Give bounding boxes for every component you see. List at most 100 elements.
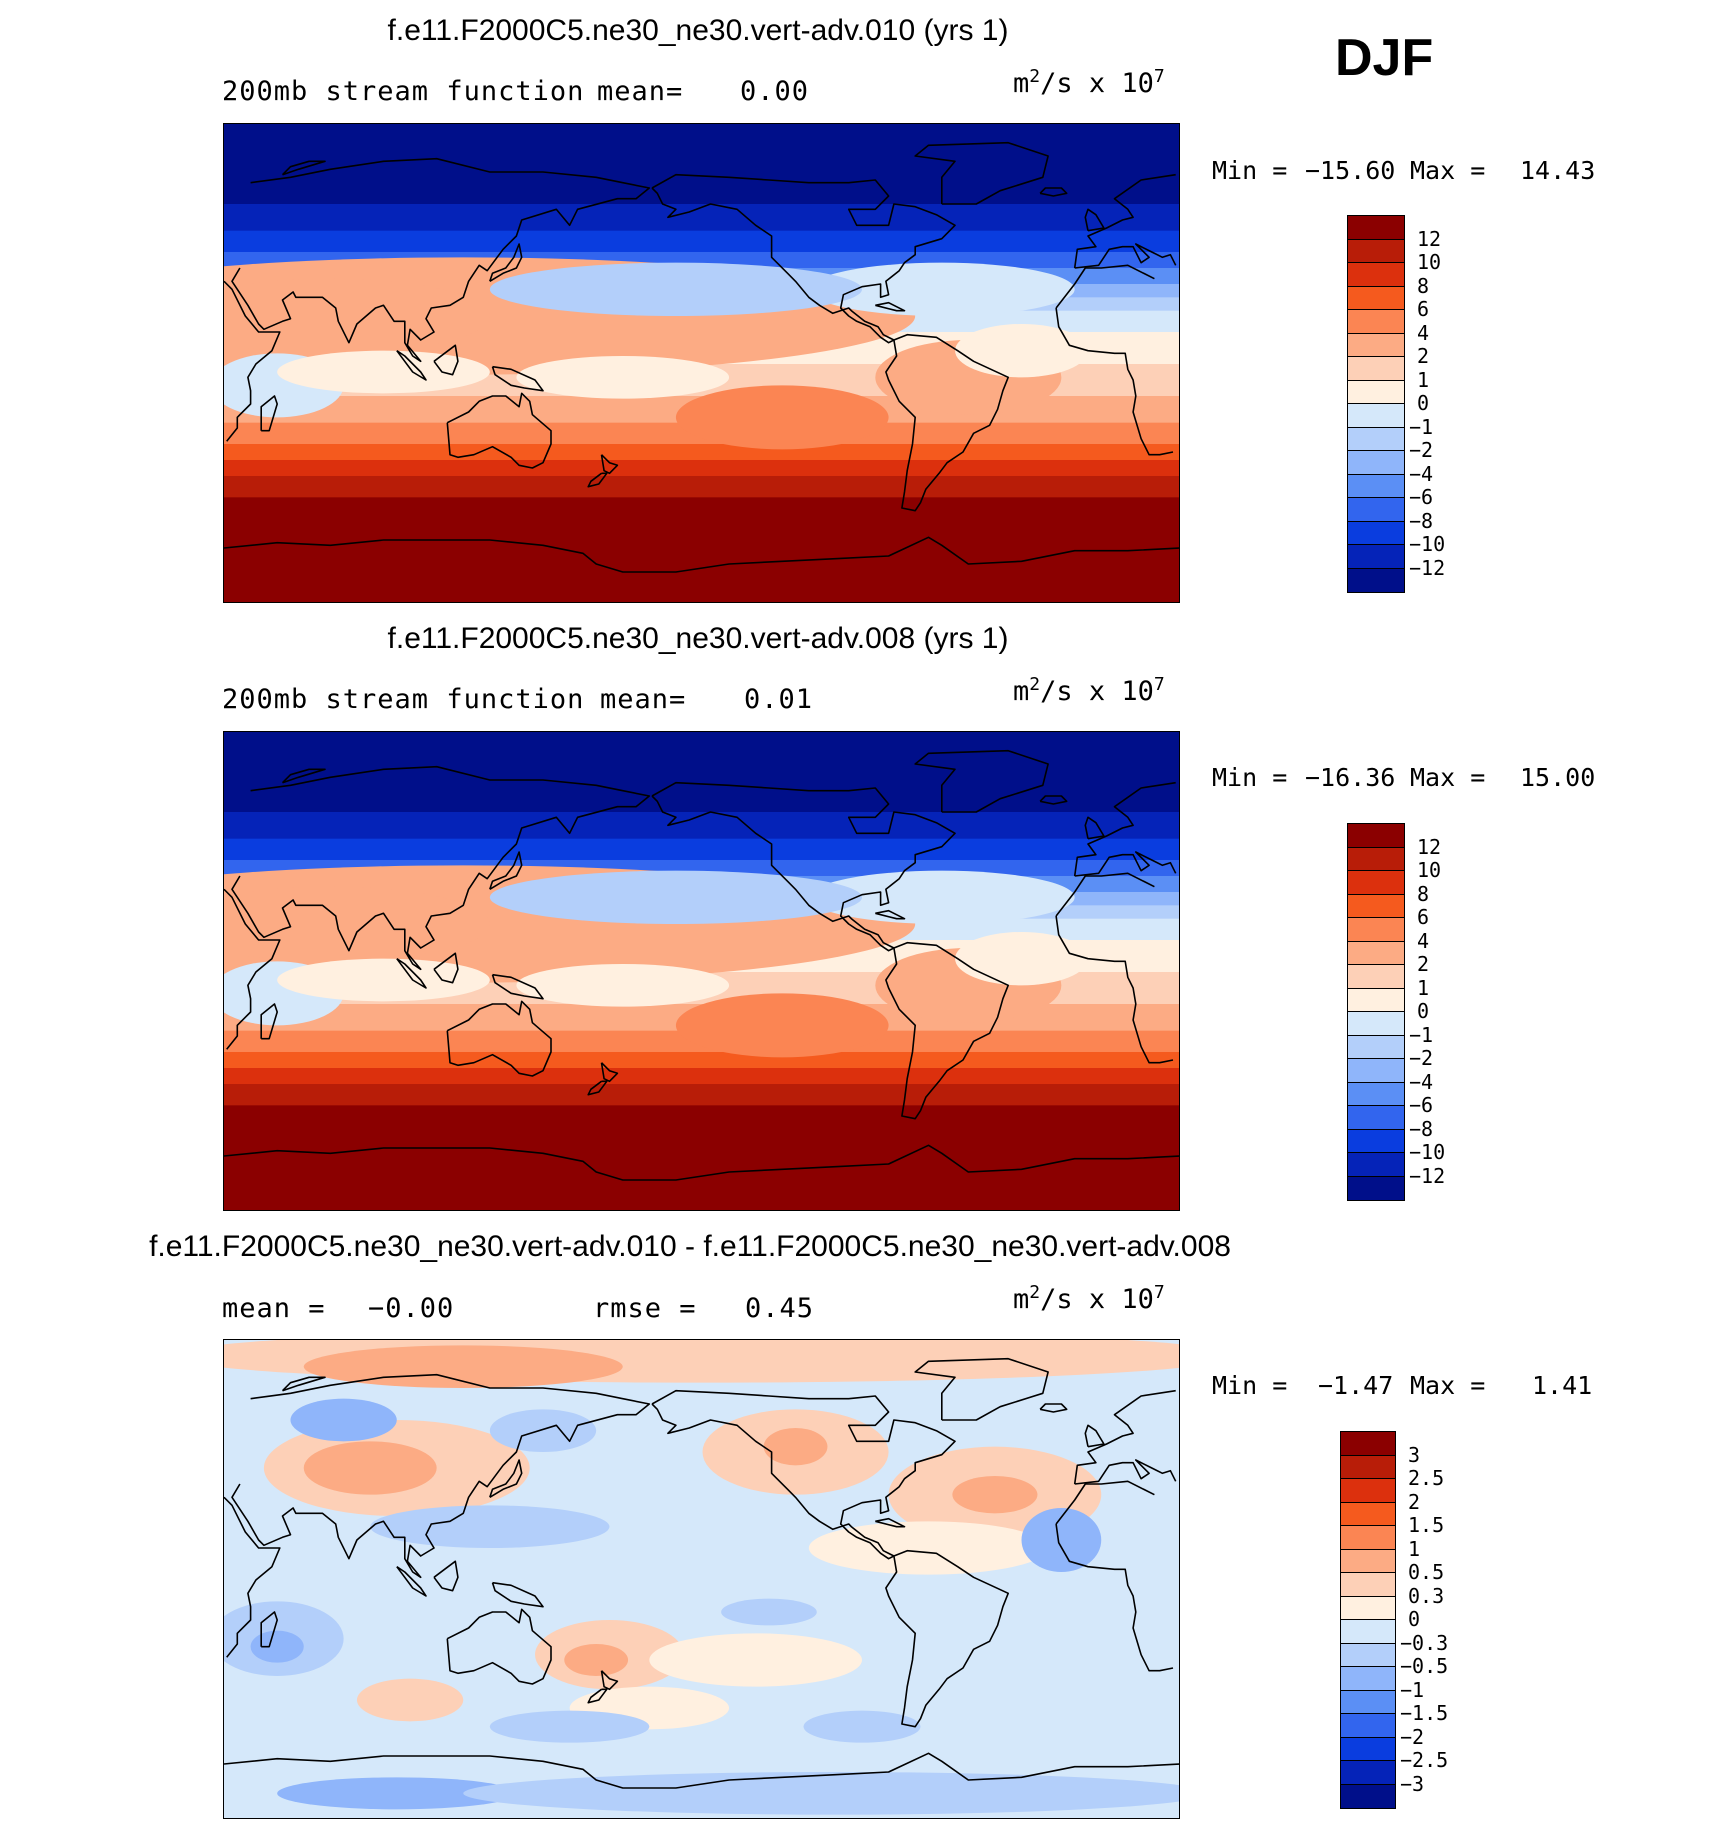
contour-region bbox=[808, 870, 1075, 924]
colorbar-tick-label: 10 bbox=[1417, 250, 1442, 274]
colorbar-swatch bbox=[1348, 521, 1404, 545]
colorbar-swatch bbox=[1348, 216, 1404, 240]
colorbar-swatch bbox=[1348, 918, 1404, 942]
panel2-colorbar bbox=[1347, 823, 1405, 1201]
colorbar-swatch bbox=[1341, 1620, 1395, 1644]
colorbar-swatch bbox=[1341, 1737, 1395, 1761]
colorbar-swatch bbox=[1341, 1455, 1395, 1479]
colorbar-tick-label: 8 bbox=[1417, 881, 1430, 906]
colorbar-tick-label: 2 bbox=[1408, 1489, 1421, 1514]
colorbar-tick-label: −2.5 bbox=[1400, 1748, 1449, 1772]
panel3-min-value: −1.47 bbox=[1318, 1371, 1394, 1400]
colorbar-tick-label: −0.3 bbox=[1400, 1630, 1449, 1655]
colorbar-tick-label: 0.5 bbox=[1408, 1560, 1445, 1584]
colorbar-tick-label: 10 bbox=[1417, 858, 1442, 882]
contour-region bbox=[463, 1772, 1179, 1815]
zonal-band bbox=[224, 732, 1179, 813]
colorbar-tick-label: −6 bbox=[1409, 1093, 1434, 1117]
contour-region bbox=[564, 1644, 629, 1676]
panel3-rmse-label: rmse = bbox=[593, 1293, 697, 1324]
colorbar-swatch bbox=[1348, 1082, 1404, 1106]
panel2-min-label: Min = bbox=[1212, 763, 1288, 792]
panel2-mean-label: mean= bbox=[600, 684, 687, 715]
contour-region bbox=[250, 1630, 304, 1663]
colorbar-tick-label: 1 bbox=[1408, 1536, 1421, 1561]
contour-region bbox=[1021, 1508, 1102, 1572]
colorbar-tick-label: −6 bbox=[1409, 485, 1434, 509]
colorbar-swatch bbox=[1348, 427, 1404, 451]
colorbar-swatch bbox=[1348, 545, 1404, 569]
zonal-band bbox=[224, 812, 1179, 840]
colorbar-swatch bbox=[1348, 404, 1404, 428]
contour-region bbox=[489, 262, 862, 316]
panel3-colorbar bbox=[1340, 1431, 1396, 1809]
panel1-units: m2/s x 107 bbox=[1013, 66, 1165, 99]
colorbar-tick-label: −8 bbox=[1409, 508, 1434, 533]
contour-region bbox=[224, 886, 490, 962]
colorbar-swatch bbox=[1348, 894, 1404, 918]
panel3-map bbox=[223, 1339, 1180, 1819]
colorbar-tick-label: 4 bbox=[1417, 928, 1430, 953]
zonal-band bbox=[224, 1052, 1179, 1069]
colorbar-tick-label: 0 bbox=[1408, 1607, 1421, 1631]
contour-region bbox=[290, 1398, 397, 1442]
colorbar-tick-label: −1.5 bbox=[1400, 1701, 1449, 1725]
zonal-band bbox=[224, 1105, 1179, 1210]
contour-region bbox=[489, 1710, 650, 1743]
colorbar-tick-label: −2 bbox=[1400, 1724, 1425, 1749]
panel1-map bbox=[223, 123, 1180, 603]
zonal-band bbox=[224, 1068, 1179, 1085]
panel1-max-label: Max = bbox=[1410, 156, 1486, 185]
colorbar-swatch bbox=[1348, 239, 1404, 263]
colorbar-swatch bbox=[1341, 1667, 1395, 1691]
contour-region bbox=[277, 1777, 517, 1810]
contour-region bbox=[952, 1476, 1038, 1514]
contour-region bbox=[649, 1633, 862, 1687]
contour-region bbox=[516, 356, 730, 399]
colorbar-swatch bbox=[1348, 380, 1404, 404]
coastline bbox=[224, 141, 1179, 573]
colorbar-tick-label: −4 bbox=[1409, 1069, 1434, 1094]
panel3-title: f.e11.F2000C5.ne30_ne30.vert-adv.010 - f… bbox=[149, 1230, 1231, 1263]
panel1-min-label: Min = bbox=[1212, 156, 1288, 185]
colorbar-tick-label: 6 bbox=[1417, 905, 1430, 929]
colorbar-tick-label: −8 bbox=[1409, 1116, 1434, 1141]
colorbar-swatch bbox=[1348, 1059, 1404, 1083]
zonal-band bbox=[224, 444, 1179, 461]
colorbar-swatch bbox=[1341, 1761, 1395, 1785]
contour-region bbox=[516, 964, 730, 1007]
contour-region bbox=[356, 1678, 464, 1722]
field-plot bbox=[224, 124, 1179, 602]
panel2-title: f.e11.F2000C5.ne30_ne30.vert-adv.008 (yr… bbox=[387, 622, 1009, 655]
colorbar-tick-label: 2 bbox=[1417, 952, 1430, 976]
colorbar-swatch bbox=[1348, 941, 1404, 965]
zonal-band bbox=[224, 497, 1179, 602]
colorbar-tick-label: 2 bbox=[1417, 344, 1430, 368]
contour-region bbox=[370, 1505, 610, 1548]
colorbar-swatch bbox=[1348, 965, 1404, 989]
contour-region bbox=[803, 1710, 921, 1743]
panel3-mean-value: −0.00 bbox=[368, 1293, 455, 1324]
colorbar-swatch bbox=[1348, 451, 1404, 475]
colorbar-swatch bbox=[1348, 286, 1404, 310]
colorbar-tick-label: 12 bbox=[1417, 226, 1442, 251]
contour-region bbox=[303, 1441, 437, 1495]
colorbar-tick-label: −2 bbox=[1409, 1046, 1434, 1070]
zonal-band bbox=[224, 460, 1179, 477]
colorbar-tick-label: 1.5 bbox=[1408, 1513, 1445, 1537]
colorbar-tick-label: 0.3 bbox=[1408, 1583, 1445, 1608]
colorbar-tick-label: −2 bbox=[1409, 438, 1434, 462]
colorbar-swatch bbox=[1348, 824, 1404, 848]
colorbar-swatch bbox=[1348, 498, 1404, 522]
contour-region bbox=[675, 993, 889, 1058]
contour-region bbox=[808, 262, 1075, 316]
colorbar-tick-label: −10 bbox=[1409, 1140, 1446, 1164]
colorbar-swatch bbox=[1348, 1153, 1404, 1177]
coastline bbox=[224, 1357, 1179, 1789]
panel2-mean-value: 0.01 bbox=[744, 684, 814, 715]
contour-region bbox=[721, 1598, 817, 1626]
coastline bbox=[224, 749, 1179, 1181]
colorbar-swatch bbox=[1341, 1573, 1395, 1597]
colorbar-tick-label: 3 bbox=[1408, 1442, 1421, 1467]
colorbar-tick-label: 8 bbox=[1417, 273, 1430, 298]
